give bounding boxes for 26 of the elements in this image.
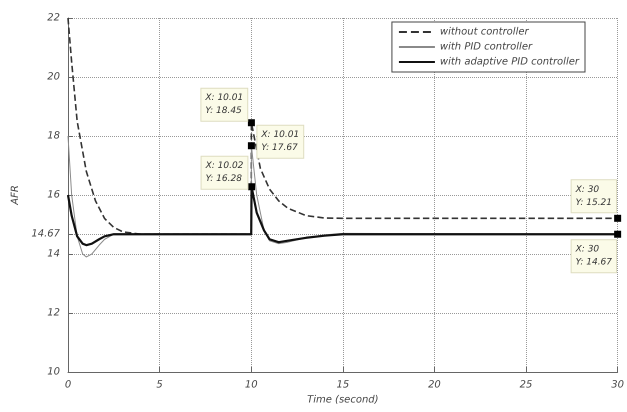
legend-label: without controller [440,26,530,38]
y-tick-label: 10 [47,366,60,378]
x-tick-label: 5 [156,380,163,390]
y-tick-label: 14.67 [31,228,61,240]
x-tick-label: 10 [244,380,258,390]
annotation: X: 30 Y: 14.67 [574,244,612,268]
legend-label: with adaptive PID controller [440,56,580,68]
annotation: X: 10.01 Y: 17.67 [260,130,300,154]
y-tick-label: 16 [47,190,60,200]
y-tick-label: 14 [47,248,60,260]
annotation: X: 10.01 Y: 18.45 [204,93,244,116]
y-tick-label: 20 [47,72,60,82]
annotation: X: 30 Y: 15.21 [574,184,612,208]
y-axis-title: AFR [10,185,21,206]
x-tick-label: 30 [611,380,624,390]
x-tick-label: 25 [520,380,532,390]
x-axis-title: Time (second) [307,394,379,406]
legend-label: with PID controller [440,42,533,52]
y-tick-label: 12 [47,308,60,318]
x-tick-label: 15 [336,380,350,390]
y-tick-label: 22 [47,12,60,24]
annotation: X: 10.02 Y: 16.28 [204,161,244,184]
x-tick-label: 20 [428,380,441,390]
point [248,183,256,190]
x-tick-label: 0 [64,380,72,390]
y-tick-label: 18 [47,130,60,142]
